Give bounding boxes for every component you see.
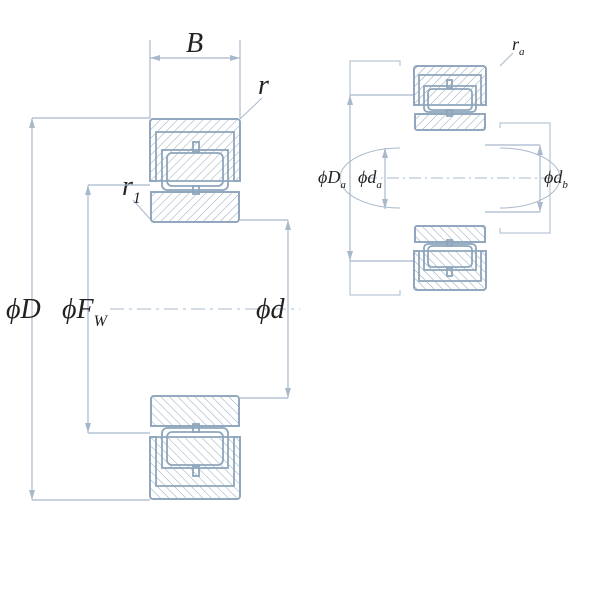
svg-text:ϕd: ϕd [256,294,286,325]
dim-phiFw: ϕFW [62,185,150,433]
left-cross-section: B r r1 ϕD ϕFW [6,28,300,500]
label-ra-group: ra [500,34,525,66]
dim-B: B [150,28,240,61]
label-db-sub: b [562,179,568,191]
svg-text:ra: ra [512,34,525,58]
label-da-sub: a [376,179,382,191]
svg-text:ϕdb: ϕdb [544,167,568,191]
rv-upper [414,66,486,130]
rv-lower [414,226,486,290]
label-phi-D: ϕ [6,294,21,325]
label-Fw-sub: W [94,313,109,330]
bearing-diagram: B r r1 ϕD ϕFW [0,0,600,600]
label-phi-d: ϕ [256,294,271,325]
label-phi-da: ϕ [358,167,367,187]
label-r-group: r [240,70,269,119]
label-phi-db: ϕ [544,167,553,187]
dim-phida: ϕda [358,148,388,209]
inner-ring-top [151,186,239,222]
label-phi-Da: ϕ [318,167,327,187]
label-D: D [20,294,41,325]
outer-ring-bottom [150,428,240,499]
dim-phiD: ϕD [6,118,41,500]
label-r1-group: r1 [122,171,151,220]
svg-text:ϕD: ϕD [6,294,41,325]
svg-text:r1: r1 [122,171,141,207]
label-r1-sub: 1 [133,190,141,207]
label-Da: D [326,167,340,187]
label-r: r [258,70,269,101]
label-phi-Fw: ϕ [62,294,77,325]
outer-ring-top [150,119,240,190]
label-r1: r [122,171,133,202]
label-Fw: F [76,294,95,325]
right-tolerance-view: ra ϕDa ϕda ϕdb [318,34,568,295]
label-ra-sub: a [519,46,525,58]
label-Da-sub: a [340,179,346,191]
inner-ring-bottom [151,396,239,432]
label-d: d [271,294,286,325]
svg-text:ϕda: ϕda [358,167,382,191]
svg-text:ϕFW: ϕFW [62,294,109,330]
label-B: B [186,28,203,59]
